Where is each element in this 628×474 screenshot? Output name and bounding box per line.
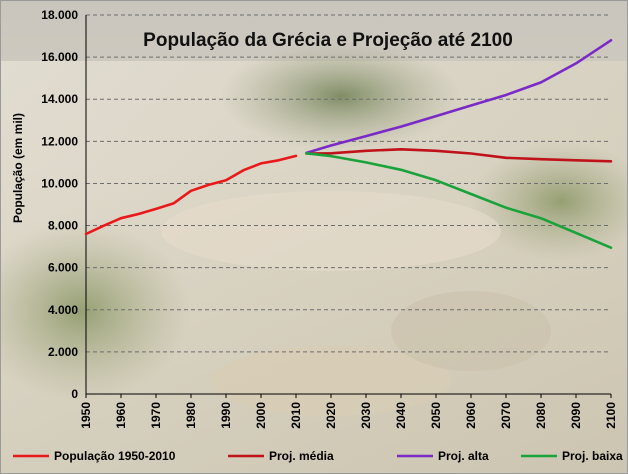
x-tick-label: 1990 <box>219 402 233 429</box>
series-line-2 <box>305 38 613 155</box>
x-tick-label: 2080 <box>534 402 548 429</box>
series-line-1 <box>305 148 613 163</box>
y-tick-label: 6.000 <box>48 261 78 275</box>
y-tick-label: 8.000 <box>48 219 78 233</box>
x-tick-label: 2010 <box>289 402 303 429</box>
x-tick-label: 1960 <box>114 402 128 429</box>
x-tick-label: 2070 <box>499 402 513 429</box>
y-tick-labels: 0 2.000 4.000 6.000 8.000 10.000 12.000 14.000 1… <box>41 8 78 401</box>
x-tick-label: 2000 <box>254 402 268 429</box>
x-tick-label: 2030 <box>359 402 373 429</box>
y-tick-label: 16.000 <box>41 50 78 64</box>
x-tick-label: 2060 <box>464 402 478 429</box>
legend-label: Proj. média <box>269 449 334 463</box>
x-tick-label: 2020 <box>324 402 338 429</box>
x-tick-label: 2100 <box>604 402 618 429</box>
x-tick-label: 1970 <box>149 402 163 429</box>
y-tick-label: 0 <box>71 387 78 401</box>
y-tick-label: 12.000 <box>41 134 78 148</box>
legend-label: Proj. alta <box>438 449 489 463</box>
chart-title: População da Grécia e Projeção até 2100 <box>143 30 513 51</box>
y-tick-label: 18.000 <box>41 8 78 22</box>
series-line-3 <box>305 152 613 249</box>
x-tick-label: 1950 <box>79 402 93 429</box>
y-tick-label: 14.000 <box>41 92 78 106</box>
legend-label: População 1950-2010 <box>54 449 176 463</box>
y-tick-label: 2.000 <box>48 345 78 359</box>
x-tick-label: 2090 <box>569 402 583 429</box>
y-tick-label: 4.000 <box>48 303 78 317</box>
x-tick-label: 1980 <box>184 402 198 429</box>
y-axis-label: População (em mil) <box>11 113 25 223</box>
legend-label: Proj. baixa <box>562 449 623 463</box>
x-tick-label: 2040 <box>394 402 408 429</box>
legend: População 1950-2010 Proj. média Proj. alta… <box>13 449 623 463</box>
axes <box>85 15 612 398</box>
x-tick-label: 2050 <box>429 402 443 429</box>
y-tick-label: 10.000 <box>41 176 78 190</box>
series-lines <box>84 38 613 249</box>
x-tick-labels: 1950 1960 1970 1980 1990 2000 2010 2020 2030 2040… <box>79 402 618 429</box>
series-line-0 <box>84 154 298 236</box>
